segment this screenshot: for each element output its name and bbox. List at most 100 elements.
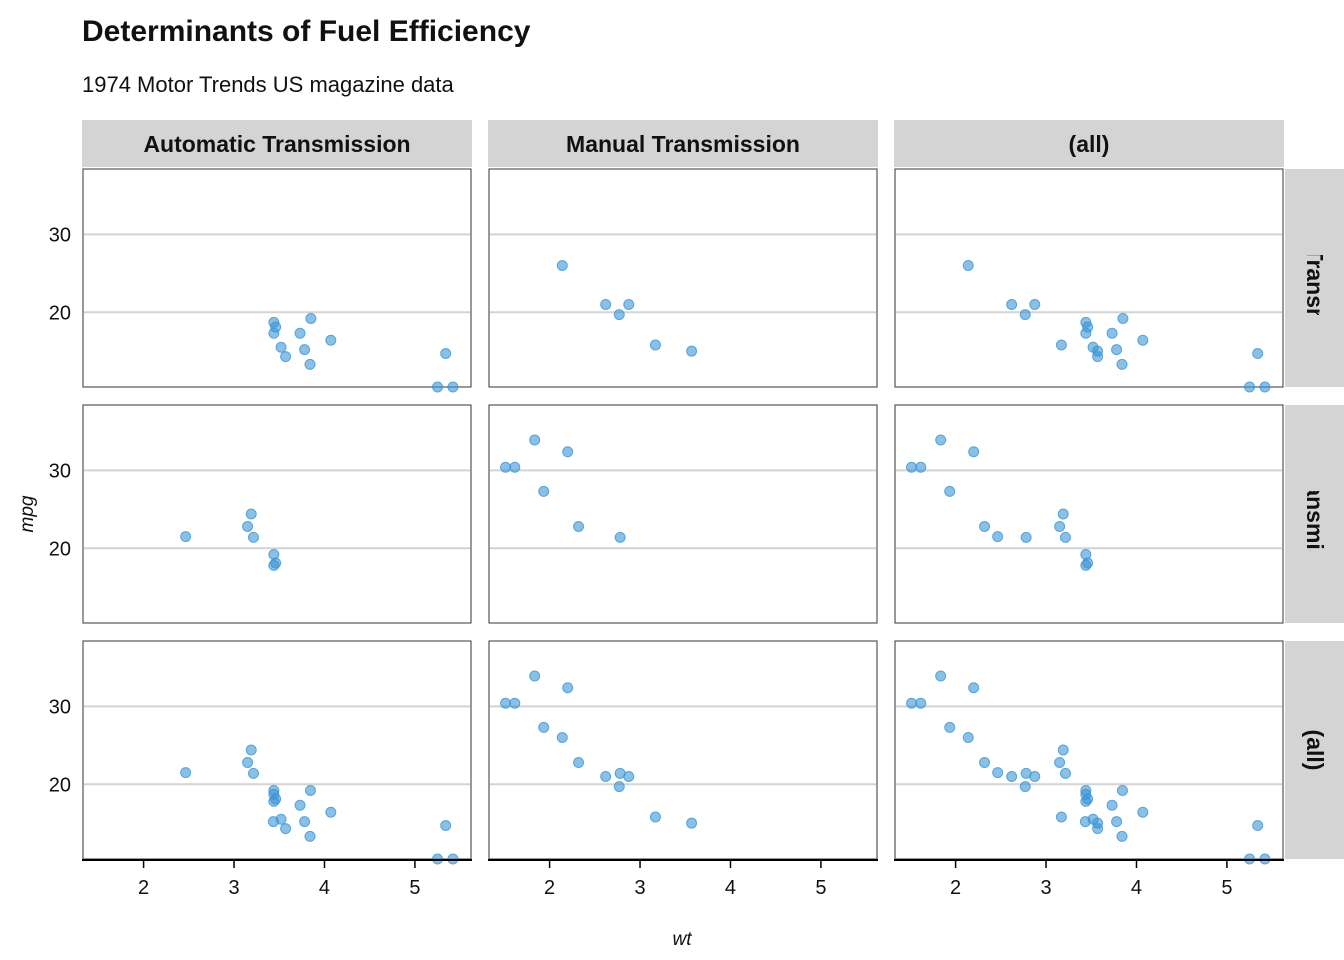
data-point bbox=[686, 345, 698, 357]
data-point bbox=[556, 732, 568, 744]
y-tick-label: 30 bbox=[49, 460, 71, 482]
data-point bbox=[614, 767, 626, 779]
data-point bbox=[1020, 767, 1032, 779]
data-point bbox=[242, 520, 254, 532]
data-point bbox=[1079, 816, 1091, 828]
data-point bbox=[325, 334, 337, 346]
data-point bbox=[294, 799, 306, 811]
data-point bbox=[1055, 339, 1067, 351]
data-point bbox=[440, 348, 452, 360]
column-strip bbox=[82, 120, 472, 167]
data-point bbox=[299, 816, 311, 828]
data-point bbox=[556, 260, 568, 272]
row-strip bbox=[1285, 641, 1344, 859]
data-point bbox=[573, 756, 585, 768]
data-point bbox=[562, 682, 574, 694]
column-strip bbox=[488, 120, 878, 167]
data-point bbox=[906, 461, 918, 473]
data-point bbox=[1116, 784, 1128, 796]
y-axis-title: mpg bbox=[17, 495, 38, 532]
panel-frame bbox=[82, 404, 472, 624]
data-point bbox=[1111, 344, 1123, 356]
data-point bbox=[280, 351, 292, 363]
data-point bbox=[304, 358, 316, 370]
data-point bbox=[979, 756, 991, 768]
x-tick-label: 5 bbox=[1221, 877, 1232, 899]
data-point bbox=[1117, 312, 1129, 324]
data-point bbox=[500, 697, 512, 709]
data-point bbox=[280, 823, 292, 835]
data-point bbox=[1055, 811, 1067, 823]
data-point bbox=[1054, 756, 1066, 768]
facet-grid: Automatic Transmission Manual Transmissio… bbox=[49, 120, 1344, 899]
data-point bbox=[529, 434, 541, 446]
data-point bbox=[1092, 817, 1104, 829]
data-point bbox=[1137, 806, 1149, 818]
data-point bbox=[1029, 298, 1041, 310]
data-point bbox=[538, 485, 550, 497]
panel-frame bbox=[488, 168, 878, 388]
data-point bbox=[1259, 381, 1271, 393]
data-point bbox=[304, 830, 316, 842]
data-point bbox=[500, 461, 512, 473]
panel-frame bbox=[488, 404, 878, 624]
data-point bbox=[1252, 820, 1264, 832]
y-tick-label: 30 bbox=[49, 224, 71, 246]
data-point bbox=[979, 520, 991, 532]
row-strip bbox=[1285, 405, 1344, 623]
data-point bbox=[935, 434, 947, 446]
data-point bbox=[915, 697, 927, 709]
data-point bbox=[180, 767, 192, 779]
data-point bbox=[906, 697, 918, 709]
data-point bbox=[245, 508, 257, 520]
data-point bbox=[1020, 531, 1032, 543]
data-point bbox=[935, 670, 947, 682]
data-point bbox=[573, 520, 585, 532]
data-point bbox=[686, 817, 698, 829]
x-tick-label: 4 bbox=[725, 877, 736, 899]
data-point bbox=[1054, 520, 1066, 532]
data-point bbox=[432, 381, 444, 393]
data-point bbox=[268, 548, 280, 560]
row-strip bbox=[1285, 169, 1344, 387]
data-point bbox=[968, 682, 980, 694]
data-point bbox=[529, 670, 541, 682]
data-point bbox=[1059, 767, 1071, 779]
data-point bbox=[440, 820, 452, 832]
data-point bbox=[562, 446, 574, 458]
data-point bbox=[1252, 348, 1264, 360]
data-point bbox=[509, 697, 521, 709]
data-point bbox=[538, 721, 550, 733]
panel-frame bbox=[894, 404, 1284, 624]
x-tick-label: 4 bbox=[1131, 877, 1142, 899]
data-point bbox=[268, 559, 280, 571]
panel-frame bbox=[82, 640, 472, 860]
data-point bbox=[614, 531, 626, 543]
x-tick-label: 5 bbox=[815, 877, 826, 899]
data-point bbox=[1106, 799, 1118, 811]
data-point bbox=[962, 260, 974, 272]
panel-frame bbox=[82, 168, 472, 388]
data-point bbox=[623, 298, 635, 310]
row-strip-label: V/S Transmission bbox=[1302, 418, 1328, 610]
data-point bbox=[180, 531, 192, 543]
data-point bbox=[1116, 358, 1128, 370]
x-tick-label: 3 bbox=[634, 877, 645, 899]
x-tick-label: 2 bbox=[950, 877, 961, 899]
data-point bbox=[600, 298, 612, 310]
data-point bbox=[1080, 548, 1092, 560]
x-tick-label: 3 bbox=[228, 877, 239, 899]
data-point bbox=[649, 811, 661, 823]
x-tick-label: 5 bbox=[409, 877, 420, 899]
row-strip-label: Normal Transmission bbox=[1302, 161, 1328, 395]
panel-frame bbox=[488, 640, 878, 860]
data-point bbox=[1080, 795, 1092, 807]
data-point bbox=[294, 327, 306, 339]
x-tick-label: 2 bbox=[544, 877, 555, 899]
data-point bbox=[944, 721, 956, 733]
data-point bbox=[247, 531, 259, 543]
chart-title: Determinants of Fuel Efficiency bbox=[82, 15, 531, 48]
column-strip-label: (all) bbox=[1069, 131, 1110, 157]
data-point bbox=[305, 312, 317, 324]
